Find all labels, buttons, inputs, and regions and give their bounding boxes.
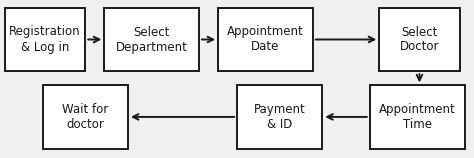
Text: Payment
& ID: Payment & ID [254,103,306,131]
Text: Appointment
Date: Appointment Date [227,25,304,54]
Text: Wait for
doctor: Wait for doctor [62,103,109,131]
FancyBboxPatch shape [43,85,128,149]
FancyBboxPatch shape [218,8,313,71]
FancyBboxPatch shape [370,85,465,149]
FancyBboxPatch shape [104,8,199,71]
FancyBboxPatch shape [5,8,85,71]
Text: Select
Department: Select Department [116,25,188,54]
FancyBboxPatch shape [379,8,460,71]
FancyBboxPatch shape [237,85,322,149]
Text: Registration
& Log in: Registration & Log in [9,25,81,54]
Text: Select
Doctor: Select Doctor [400,25,439,54]
Text: Appointment
Time: Appointment Time [379,103,456,131]
